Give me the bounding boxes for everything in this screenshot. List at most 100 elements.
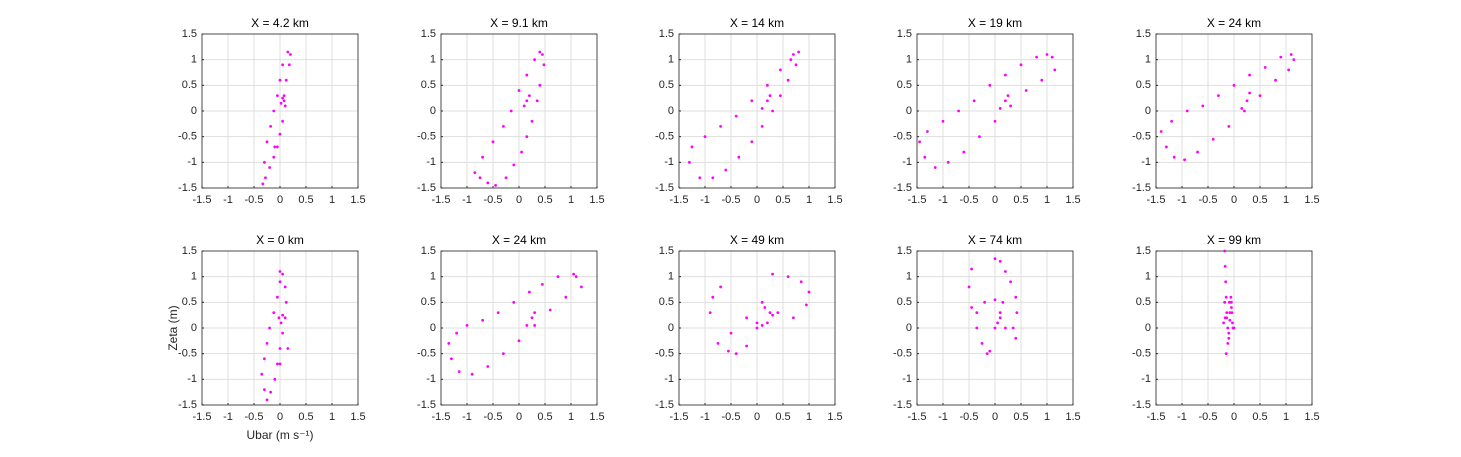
point xyxy=(1224,352,1228,356)
y-tick-label: 1 xyxy=(906,54,912,66)
point xyxy=(276,145,279,149)
point xyxy=(1225,311,1229,314)
x-tick-label: -0.5 xyxy=(1199,411,1218,423)
y-tick-label: -1.5 xyxy=(178,182,197,194)
chart-title: X = 99 km xyxy=(1207,233,1261,247)
point xyxy=(807,290,811,294)
point xyxy=(278,78,282,82)
point xyxy=(580,285,583,289)
point xyxy=(465,324,469,327)
point xyxy=(278,270,282,273)
x-tick-label: 1 xyxy=(1283,194,1289,206)
point xyxy=(918,140,921,144)
point xyxy=(755,321,759,325)
y-tick-label: 0 xyxy=(906,322,912,334)
x-tick-label: 1.5 xyxy=(589,411,604,423)
point xyxy=(1279,55,1283,59)
x-axis-label: Ubar (m s⁻¹) xyxy=(247,428,314,442)
point xyxy=(975,311,979,314)
point xyxy=(1230,311,1234,314)
point xyxy=(1223,265,1227,268)
point xyxy=(1045,53,1049,56)
x-tick-label: 0 xyxy=(277,194,283,206)
x-tick-label: -1 xyxy=(223,194,233,206)
y-tick-label: 0 xyxy=(668,105,674,117)
point xyxy=(486,365,490,368)
y-tick-label: 0 xyxy=(191,322,197,334)
point xyxy=(268,166,271,169)
point xyxy=(504,176,508,180)
y-tick-label: 0 xyxy=(430,322,436,334)
point xyxy=(996,321,999,325)
point xyxy=(1035,55,1038,59)
point xyxy=(1001,300,1005,304)
point xyxy=(281,313,284,317)
point xyxy=(993,298,997,302)
point xyxy=(1227,331,1231,335)
point xyxy=(512,300,516,304)
point xyxy=(281,331,284,335)
x-tick-label: -1 xyxy=(462,194,472,206)
x-tick-label: -0.5 xyxy=(722,194,741,206)
x-tick-label: -1 xyxy=(223,411,233,423)
y-tick-label: 0.5 xyxy=(659,296,674,308)
point xyxy=(1292,58,1296,62)
y-tick-label: 1 xyxy=(430,271,436,283)
point xyxy=(1004,99,1007,103)
x-tick-label: 1 xyxy=(806,194,812,206)
point xyxy=(541,282,544,286)
point xyxy=(750,140,754,144)
point xyxy=(535,99,539,103)
x-tick-label: 1 xyxy=(1044,194,1050,206)
point xyxy=(286,50,290,54)
y-tick-label: 0 xyxy=(1145,105,1151,117)
point xyxy=(281,272,284,276)
point xyxy=(273,145,277,149)
point xyxy=(708,311,712,314)
point xyxy=(525,135,529,139)
point xyxy=(525,324,529,327)
point xyxy=(272,109,276,113)
x-tick-label: -1 xyxy=(1177,411,1187,423)
point xyxy=(967,285,971,289)
point xyxy=(528,290,531,294)
y-tick-label: 0.5 xyxy=(897,296,912,308)
point xyxy=(470,372,474,376)
point xyxy=(1289,53,1293,56)
point xyxy=(512,163,516,167)
point xyxy=(1009,104,1012,108)
point xyxy=(265,398,269,402)
x-tick-label: 0 xyxy=(516,194,522,206)
y-tick-label: 0.5 xyxy=(1136,79,1151,91)
point xyxy=(797,50,800,54)
y-tick-label: 1 xyxy=(191,271,197,283)
point xyxy=(278,132,282,136)
point xyxy=(998,259,1002,263)
point xyxy=(789,58,793,62)
chart-title: X = 19 km xyxy=(968,16,1022,30)
point xyxy=(1232,326,1236,330)
x-tick-label: 0.5 xyxy=(1252,411,1267,423)
point xyxy=(263,357,266,361)
y-tick-label: -1 xyxy=(664,156,674,168)
x-tick-label: 0 xyxy=(516,411,522,423)
point xyxy=(926,130,929,133)
point xyxy=(1226,326,1230,330)
x-tick-label: -0.5 xyxy=(1199,194,1218,206)
point xyxy=(703,135,707,139)
point xyxy=(1222,321,1225,325)
y-tick-label: -0.5 xyxy=(417,131,436,143)
point xyxy=(538,83,542,87)
point xyxy=(792,53,795,56)
point xyxy=(277,316,281,320)
y-tick-label: 1.5 xyxy=(897,28,912,40)
y-tick-label: 1.5 xyxy=(1136,245,1151,257)
point xyxy=(799,280,803,284)
y-axis-label: Zeta (m) xyxy=(166,305,180,350)
x-tick-label: -1.5 xyxy=(670,194,689,206)
y-tick-label: -1 xyxy=(1141,373,1151,385)
point xyxy=(724,168,728,172)
chart-title: X = 14 km xyxy=(730,16,784,30)
axes-box xyxy=(916,250,1074,406)
chart-title: X = 74 km xyxy=(968,233,1022,247)
